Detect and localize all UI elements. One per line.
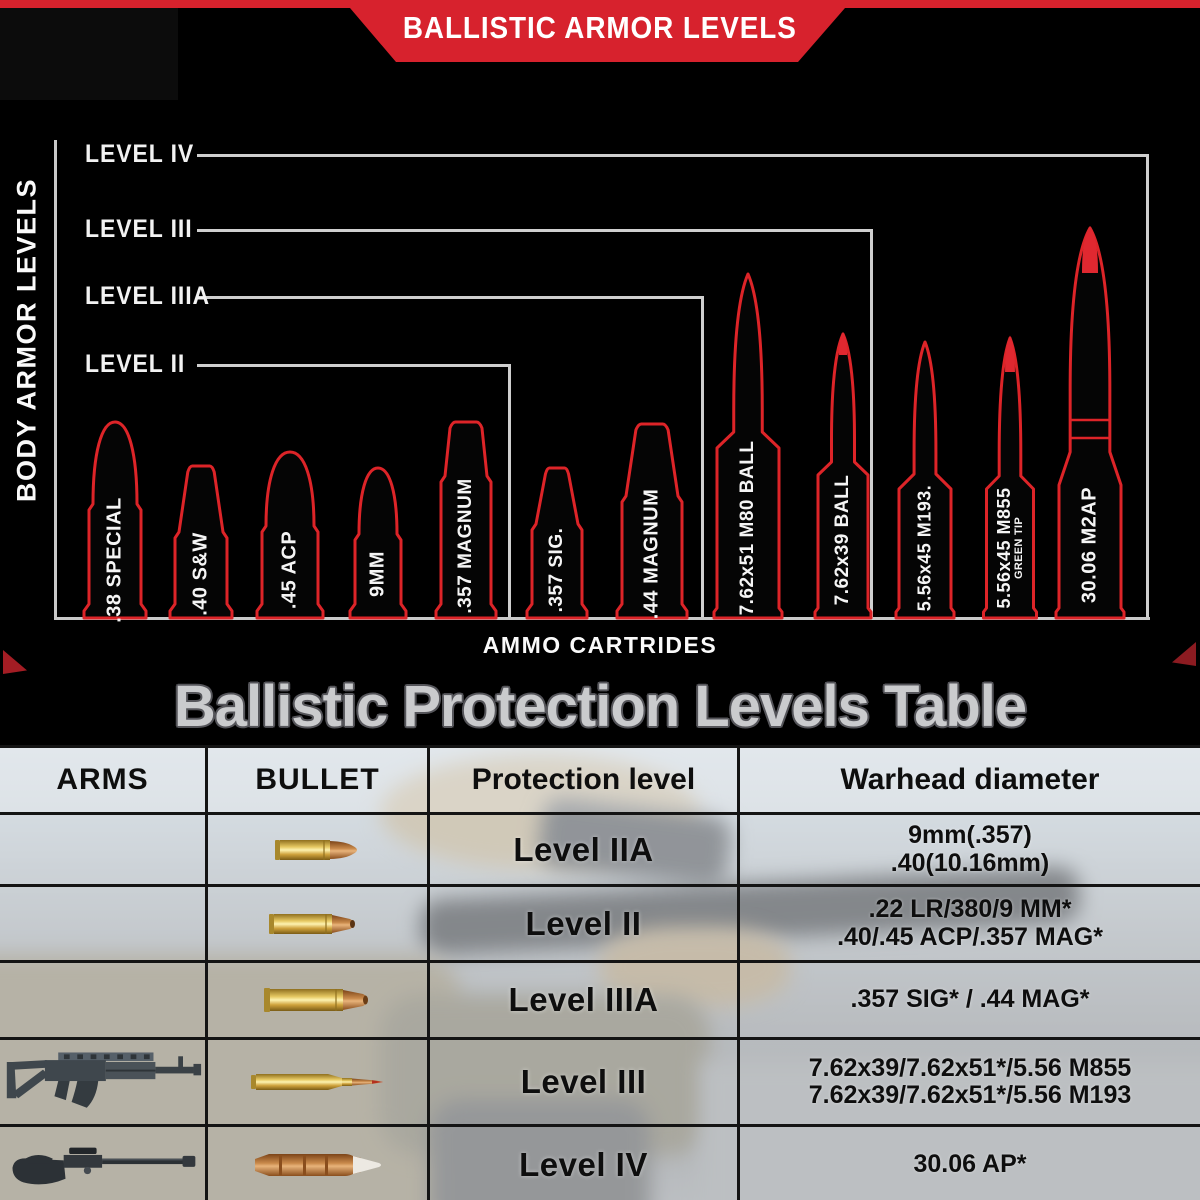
cartridge-outline-4: .357 MAGNUM	[434, 420, 498, 620]
9mm-pistol-cartridge-icon	[274, 839, 357, 860]
level-iv-line	[197, 154, 1148, 157]
diameter-iv-line1: 30.06 AP*	[913, 1150, 1027, 1179]
diameter-cell-iv: 30.06 AP*	[740, 1127, 1200, 1200]
level-cell-iia: Level IIA	[430, 815, 740, 887]
cartridge-label-38-special: .38 SPECIAL	[103, 497, 126, 623]
top-left-panel	[0, 8, 178, 100]
diameter-cell-ii: .22 LR/380/9 MM* .40/.45 ACP/.357 MAG*	[740, 887, 1200, 963]
header-bullet: BULLET	[208, 748, 430, 815]
arms-cell-iv	[0, 1127, 208, 1200]
bullet-cell-iv	[208, 1127, 430, 1200]
cartridge-label-44-magnum: .44 MAGNUM	[640, 488, 663, 620]
x-axis-line	[54, 617, 1150, 620]
photo-hand-shape	[600, 927, 790, 1007]
level-iii-line	[197, 229, 872, 232]
cartridge-label-556-m855: 5.56x45 M855 GREEN TIP	[993, 487, 1025, 609]
cartridge-label-556-m193: 5.56x45 M193.	[914, 484, 935, 612]
y-axis-line	[54, 140, 57, 620]
cartridge-label-3006-m2ap: 30.06 M2AP	[1078, 486, 1101, 604]
section-title: Ballistic Protection Levels Table	[173, 674, 1027, 739]
bullet-cell-iiia	[208, 963, 430, 1040]
level-iiia-line	[197, 296, 703, 299]
cartridge-outline-2: .45 ACP	[255, 450, 325, 620]
header-protection-level: Protection level	[430, 748, 740, 815]
m855-main-label: 5.56x45 M855	[993, 487, 1014, 609]
ap-projectile-icon	[254, 1154, 381, 1176]
diameter-cell-iii: 7.62x39/7.62x51*/5.56 M855 7.62x39/7.62x…	[740, 1040, 1200, 1127]
level-cell-ii: Level II	[430, 887, 740, 963]
diameter-cell-iia: 9mm(.357) .40(10.16mm)	[740, 815, 1200, 887]
bullet-cell-iia	[208, 815, 430, 887]
ak-rifle-icon	[6, 1052, 201, 1108]
level-iiia-bracket	[701, 296, 704, 617]
diameter-ii-line1: .22 LR/380/9 MM*	[868, 895, 1072, 923]
cartridge-outline-8: 7.62x39 BALL	[813, 331, 873, 620]
cartridge-label-45-acp: .45 ACP	[278, 530, 301, 610]
level-iv-label: LEVEL IV	[85, 140, 195, 168]
level-ii-label: LEVEL II	[85, 350, 186, 378]
header-arms: ARMS	[0, 748, 208, 815]
arms-cell-iii	[0, 1040, 208, 1127]
cartridge-outline-9: 5.56x45 M193.	[894, 340, 956, 620]
level-iii-label: LEVEL III	[85, 215, 193, 243]
cartridge-outline-6: .44 MAGNUM	[615, 422, 689, 620]
magnum-cartridge-icon	[263, 988, 368, 1012]
diameter-cell-iiia: .357 SIG* / .44 MAG*	[740, 963, 1200, 1040]
armor-levels-chart: BALLISTIC ARMOR LEVELS BODY ARMOR LEVELS…	[0, 0, 1200, 674]
level-ii-bracket	[508, 364, 511, 617]
cartridge-outline-10: 5.56x45 M855	[982, 335, 1038, 620]
arms-cell-iia	[0, 815, 208, 887]
cartridge-outline-5: .357 SIG.	[525, 466, 589, 620]
level-iii-bracket	[870, 229, 873, 617]
banner-title: BALLISTIC ARMOR LEVELS	[0, 10, 1200, 46]
diameter-iia-line1: 9mm(.357)	[908, 821, 1032, 849]
level-cell-iv: Level IV	[430, 1127, 740, 1200]
cartridge-label-762x39: 7.62x39 BALL	[832, 474, 854, 606]
cartridge-label-762x51: 7.62x51 M80 BALL	[737, 440, 759, 616]
cartridge-label-9mm: 9MM	[366, 551, 389, 597]
level-iv-bracket	[1146, 154, 1149, 617]
bullet-cell-iii	[208, 1040, 430, 1127]
arms-cell-iiia	[0, 963, 208, 1040]
diameter-ii-line2: .40/.45 ACP/.357 MAG*	[837, 922, 1103, 951]
m855-green-tip-label: GREEN TIP	[1012, 517, 1025, 579]
rifle-cartridge-icon	[250, 1074, 383, 1090]
cartridge-outline-0: .38 SPECIAL	[82, 420, 148, 620]
diameter-iii-line2: 7.62x39/7.62x51*/5.56 M193	[808, 1081, 1132, 1109]
x-axis-label: AMMO CARTRIDES	[482, 632, 718, 658]
cartridge-outline-3: 9MM	[348, 466, 408, 620]
bolt-action-rifle-icon	[11, 1147, 195, 1185]
cartridge-outline-1: .40 S&W	[168, 464, 234, 620]
cartridge-outline-11: 30.06 M2AP	[1054, 226, 1126, 620]
cartridge-outlines-layer: .38 SPECIAL .40 S&W .45 ACP 9MM .357 MAGNUM.…	[82, 226, 1126, 620]
level-cell-iiia: Level IIIA	[430, 963, 740, 1040]
cartridge-outline-7: 7.62x51 M80 BALL	[712, 272, 784, 620]
arms-cell-ii	[0, 887, 208, 963]
photo-gear-shape	[430, 1100, 650, 1200]
photo-deck-shape	[700, 1060, 1200, 1200]
hollow-point-cartridge-icon	[268, 913, 355, 934]
header-warhead-diameter: Warhead diameter	[740, 748, 1200, 815]
bullet-cell-ii	[208, 887, 430, 963]
cartridge-label-357-sig: .357 SIG.	[546, 527, 568, 613]
level-cell-iii: Level III	[430, 1040, 740, 1127]
cartridge-label-357-magnum: .357 MAGNUM	[455, 478, 477, 614]
diameter-iii-line1: 7.62x39/7.62x51*/5.56 M855	[808, 1053, 1132, 1082]
banner-title-text: BALLISTIC ARMOR LEVELS	[403, 10, 797, 45]
protection-levels-table: ARMS BULLET Protection level Warhead dia…	[0, 745, 1200, 1200]
cartridge-label-40-sw: .40 S&W	[189, 532, 212, 616]
level-ii-line	[197, 364, 510, 367]
diameter-iia-line2: .40(10.16mm)	[890, 848, 1050, 877]
diameter-iiia-line1: .357 SIG* / .44 MAG*	[850, 985, 1090, 1014]
level-iiia-label: LEVEL IIIA	[85, 282, 211, 310]
